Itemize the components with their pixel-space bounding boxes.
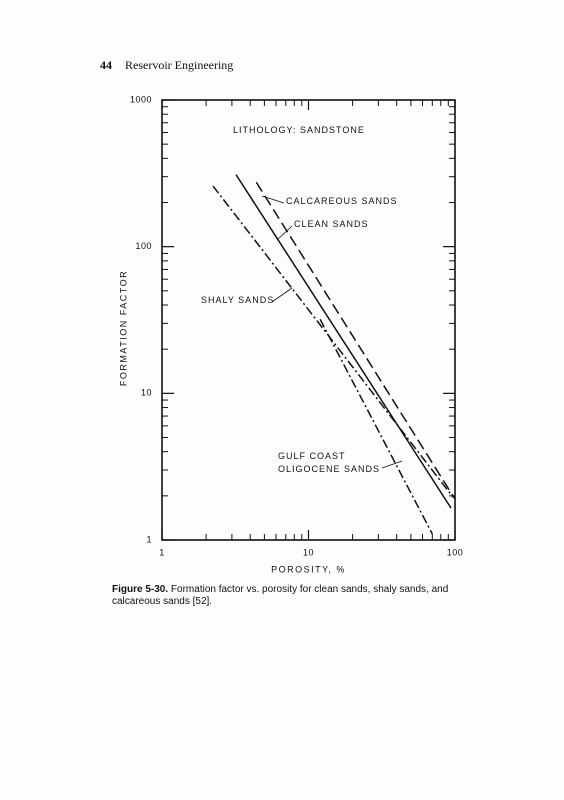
series-label: CALCAREOUS SANDS: [286, 196, 398, 206]
y-axis-title: FORMATION FACTOR: [118, 270, 128, 386]
figure-label: Figure 5-30.: [112, 584, 169, 595]
x-axis-title: POROSITY, %: [271, 564, 346, 574]
series-label: SHALY SANDS: [201, 295, 275, 305]
y-tick-label: 1000: [130, 94, 152, 104]
running-title: Reservoir Engineering: [125, 58, 234, 72]
page-number: 44: [100, 58, 112, 72]
page-header: 44 Reservoir Engineering: [100, 58, 243, 73]
series-line: [235, 174, 452, 509]
y-tick-label: 10: [141, 388, 152, 398]
series-label: CLEAN SANDS: [294, 219, 369, 229]
y-tick-label: 1: [146, 534, 152, 544]
series-line: [212, 185, 454, 498]
series-line: [255, 181, 456, 500]
x-tick-label: 1: [159, 547, 165, 557]
leader-line: [276, 225, 293, 241]
x-tick-label: 100: [447, 547, 464, 557]
y-tick-label: 100: [135, 241, 152, 251]
figure-caption: Figure 5-30. Formation factor vs. porosi…: [112, 584, 482, 608]
annotation: LITHOLOGY: SANDSTONE: [233, 125, 365, 135]
x-tick-label: 10: [303, 547, 314, 557]
series-label: GULF COAST OLIGOCENE SANDS: [278, 451, 381, 474]
caption-text: Formation factor vs. porosity for clean …: [112, 584, 449, 607]
leader-line: [261, 195, 285, 204]
leader-line: [271, 287, 293, 303]
leader-line: [381, 460, 403, 469]
series-line: [319, 318, 433, 535]
